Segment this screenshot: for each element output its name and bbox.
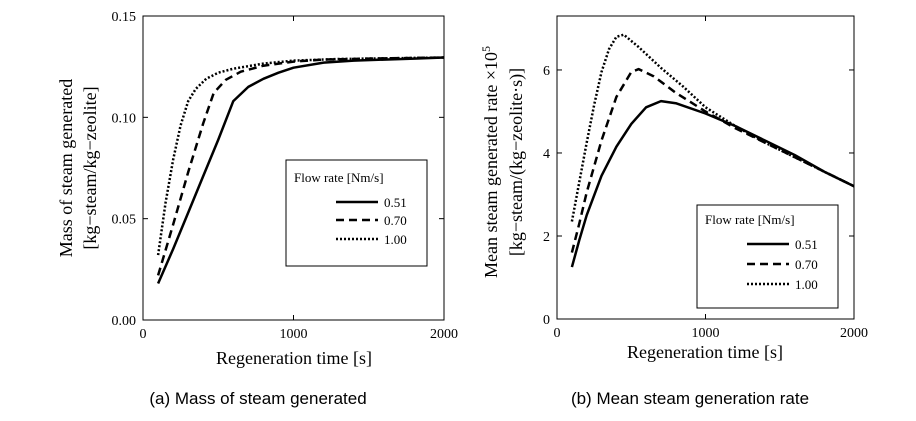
chart-a-caption: (a) Mass of steam generated [149,389,366,408]
chart-b-legend-title: Flow rate [Nm/s] [705,212,795,227]
chart-b-xtick-label-0: 0 [554,326,561,341]
chart-b-series-line-1.00 [570,33,855,222]
chart-a-legend: Flow rate [Nm/s] 0.51 0.70 1.00 [285,159,428,267]
chart-b-ytick-label-2: 4 [543,147,550,162]
chart-a-xtick-label-2: 2000 [430,327,458,342]
chart-a-legend-label-0: 0.51 [384,195,407,210]
chart-b-ylabel-group: Mean steam generated rate ×105 [kg−steam… [479,46,527,278]
chart-b-ytick-label-3: 6 [543,64,550,79]
chart-a-series-line-1.00 [156,56,445,256]
chart-a-legend-title: Flow rate [Nm/s] [294,170,384,185]
chart-b-legend-box [696,204,839,309]
chart-a-ylabel-group: Mass of steam generated [kg−steam/kg−zeo… [56,79,100,257]
chart-a-xlabel: Regeneration time [s] [216,348,372,368]
chart-b: 0 1000 2000 0 2 4 6 Mean steam generated rate … [479,15,868,408]
chart-a-legend-label-2: 1.00 [384,232,407,247]
chart-a-ytick-label-1: 0.05 [112,213,137,228]
chart-a-xtick-label-1: 1000 [280,327,308,342]
chart-a: 0 1000 2000 0.00 0.05 0.10 0.15 Mass of steam … [56,10,458,408]
chart-b-legend-label-0: 0.51 [795,237,818,252]
chart-b-xtick-label-1: 1000 [692,326,720,341]
chart-a-ylabel-unit: [kg−steam/kg−zeolite] [80,86,100,249]
chart-b-legend-label-2: 1.00 [795,277,818,292]
chart-b-xlabel: Regeneration time [s] [627,342,783,362]
chart-b-series-line-0.70 [570,67,855,253]
chart-a-legend-box [285,159,428,267]
chart-b-series-line-0.51 [570,99,855,268]
chart-a-ytick-label-2: 0.10 [112,111,137,126]
chart-a-ylabel: Mass of steam generated [56,79,76,257]
chart-b-ylabel-sup: 5 [479,46,493,52]
chart-b-ytick-label-0: 0 [543,313,550,328]
chart-b-caption: (b) Mean steam generation rate [571,389,809,408]
chart-b-ylabel: Mean steam generated rate ×105 [479,46,501,278]
chart-a-series-line-0.51 [156,56,445,284]
chart-a-legend-label-1: 0.70 [384,213,407,228]
chart-b-ytick-label-1: 2 [543,230,550,245]
chart-a-xtick-label-0: 0 [140,327,147,342]
chart-b-ylabel-main: Mean steam generated rate ×10 [481,52,501,278]
chart-b-legend-label-1: 0.70 [795,257,818,272]
chart-b-xtick-label-2: 2000 [840,326,868,341]
chart-b-legend: Flow rate [Nm/s] 0.51 0.70 1.00 [696,204,839,309]
chart-a-ytick-label-3: 0.15 [112,10,137,25]
chart-a-ytick-label-0: 0.00 [112,314,137,329]
chart-b-ylabel-unit: [kg−steam/(kg−zeolite·s)] [506,68,527,256]
